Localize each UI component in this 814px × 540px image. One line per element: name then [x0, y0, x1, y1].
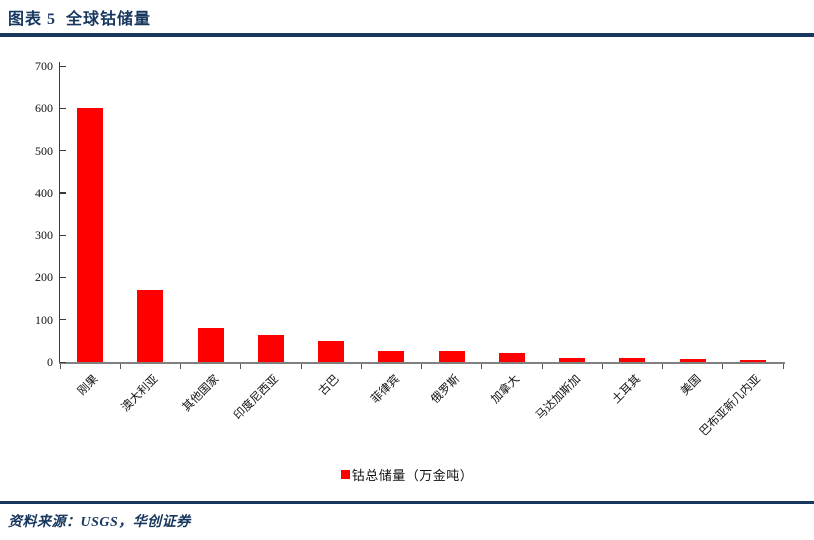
bar [137, 290, 164, 362]
x-axis-line [58, 362, 785, 364]
y-axis-line [58, 62, 60, 363]
x-axis-tick [722, 364, 724, 369]
x-axis-tick [662, 364, 664, 369]
bar [438, 351, 465, 362]
bar [257, 334, 284, 362]
y-axis-tick-label: 400 [35, 185, 53, 200]
x-axis-tick [601, 364, 603, 369]
y-axis-tick [60, 107, 66, 109]
y-axis-tick [60, 319, 66, 321]
y-axis-tick [60, 150, 66, 152]
legend-series-label: 钴总储量（万金吨） [351, 468, 474, 483]
x-axis-tick [300, 364, 302, 369]
x-axis-tick [360, 364, 362, 369]
legend-swatch-icon [340, 470, 350, 479]
bar [619, 358, 646, 362]
x-axis-tick [59, 364, 61, 369]
y-axis-tick [60, 65, 66, 67]
bar [498, 352, 525, 362]
bar [739, 359, 766, 362]
y-axis-tick-label: 700 [35, 59, 53, 73]
bar [679, 359, 706, 362]
x-axis-tick [541, 364, 543, 369]
y-axis-tick [60, 192, 66, 194]
y-axis-tick-label: 600 [35, 101, 53, 116]
y-axis-tick [60, 361, 66, 363]
y-axis-tick-label: 200 [35, 270, 53, 285]
y-axis-tick [60, 234, 66, 236]
bar [318, 340, 345, 362]
title-divider-rule [0, 33, 814, 37]
footer-divider-rule [0, 501, 814, 504]
x-axis-tick [240, 364, 242, 369]
bar [197, 328, 224, 362]
figure-title: 图表 5 全球钴储量 [8, 11, 152, 28]
bar [77, 108, 104, 362]
y-axis-tick [60, 276, 66, 279]
bar [559, 357, 586, 362]
x-axis-tick [421, 364, 423, 369]
y-axis-tick-label: 300 [35, 228, 53, 243]
y-axis-tick-label: 500 [35, 143, 53, 158]
chart-legend: 钴总储量（万金吨） [0, 465, 814, 484]
x-axis-tick [481, 364, 483, 369]
y-axis-tick-label: 0 [47, 355, 53, 369]
x-axis-tick [119, 364, 121, 369]
data-source-note: 资料来源：USGS，华创证券 [8, 515, 191, 530]
bar [378, 351, 405, 362]
x-axis-tick [180, 364, 182, 369]
y-axis-tick-label: 100 [35, 312, 53, 327]
x-axis-tick [782, 364, 784, 369]
